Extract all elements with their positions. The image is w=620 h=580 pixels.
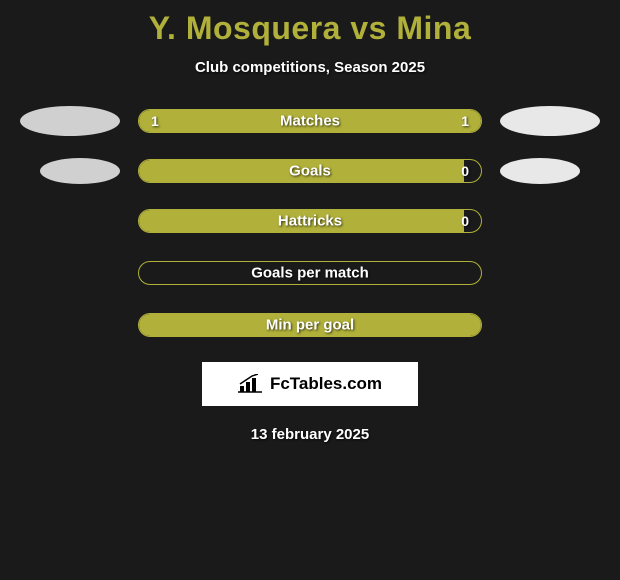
logo-box: FcTables.com [202, 362, 418, 406]
stat-value-right: 0 [461, 213, 469, 229]
comparison-infographic: Y. Mosquera vs Mina Club competitions, S… [0, 0, 620, 443]
stat-bar: Goals 0 [138, 159, 482, 183]
stat-bar: Hattricks 0 [138, 209, 482, 233]
stat-rows: 1 Matches 1 Goals 0 Hattricks 0 [0, 106, 620, 340]
stat-value-right: 0 [461, 163, 469, 179]
stat-row: Min per goal [0, 310, 620, 340]
page-title: Y. Mosquera vs Mina [149, 10, 471, 47]
stat-label: Goals per match [251, 265, 369, 282]
stat-label: Hattricks [278, 213, 342, 230]
stat-bar: Min per goal [138, 313, 482, 337]
stat-row: Goals 0 [0, 158, 620, 184]
player2-badge [500, 158, 580, 184]
bar-chart-icon [238, 374, 264, 394]
stat-value-left: 1 [151, 113, 159, 129]
stat-value-right: 1 [461, 113, 469, 129]
stat-label: Matches [280, 113, 340, 130]
stat-bar: Goals per match [138, 261, 482, 285]
stat-bar: 1 Matches 1 [138, 109, 482, 133]
stat-label: Min per goal [266, 317, 354, 334]
logo-text: FcTables.com [270, 374, 382, 394]
date-text: 13 february 2025 [251, 426, 369, 443]
stat-row: Hattricks 0 [0, 206, 620, 236]
stat-row: 1 Matches 1 [0, 106, 620, 136]
player1-badge [20, 106, 120, 136]
page-subtitle: Club competitions, Season 2025 [195, 59, 425, 76]
stat-label: Goals [289, 163, 331, 180]
stat-row: Goals per match [0, 258, 620, 288]
player2-badge [500, 106, 600, 136]
player1-badge [40, 158, 120, 184]
